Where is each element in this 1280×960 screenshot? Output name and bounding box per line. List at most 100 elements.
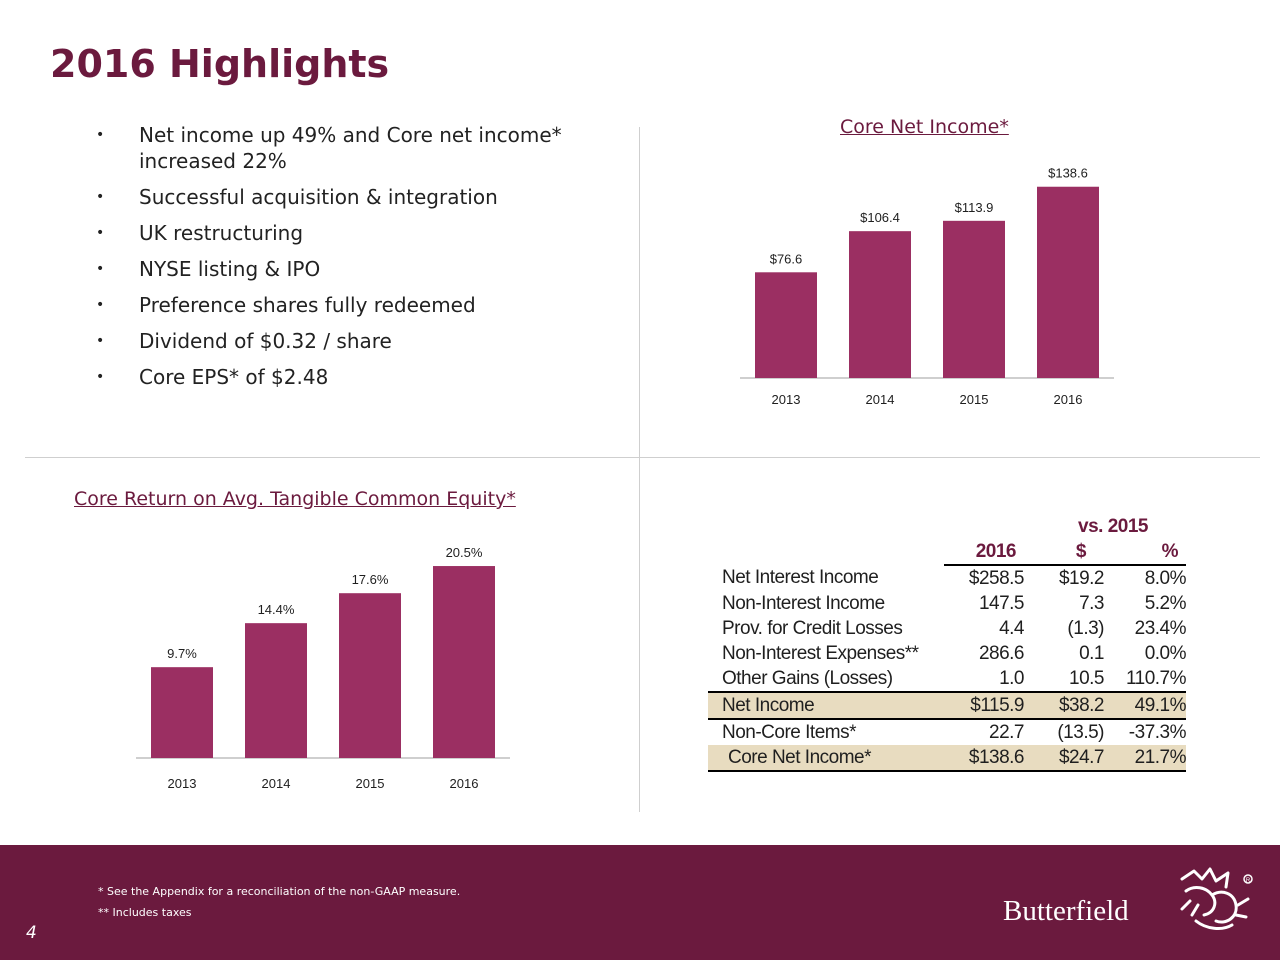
bullet-item: • Successful acquisition & integration [96, 184, 596, 210]
cell-2016: $138.6 [944, 745, 1025, 772]
bullet-marker: • [96, 127, 105, 143]
data-label-2014: $106.4 [860, 210, 900, 225]
cell-2016: 286.6 [978, 642, 1025, 664]
page-title: 2016 Highlights [50, 42, 390, 86]
bullet-marker: • [96, 369, 105, 385]
bar-2015 [339, 593, 401, 758]
col-header-dollar: $ [1024, 539, 1104, 566]
cell-2016: 22.7 [989, 721, 1024, 743]
data-label-2015: $113.9 [955, 200, 994, 215]
bullet-marker: • [96, 225, 105, 241]
core-net-income-chart-title: Core Net Income* [840, 116, 1009, 138]
data-label-2016: 20.5% [446, 545, 483, 560]
income-summary-table: vs. 2015 2016 $ % Net Interest Income $2… [708, 514, 1187, 772]
bar-2016 [433, 566, 495, 758]
bullet-marker: • [96, 297, 105, 313]
page-number: 4 [26, 923, 37, 943]
table-group-header-row: vs. 2015 [708, 514, 1186, 539]
bar-2013 [755, 272, 817, 378]
x-tick-label-2016: 2016 [450, 776, 479, 791]
row-label: Prov. for Credit Losses [722, 617, 903, 639]
bullet-text: Dividend of $0.32 / share [139, 329, 392, 353]
cell-change: 10.5 [1024, 666, 1105, 693]
cell-change: $19.2 [1058, 567, 1105, 589]
footnote-non-gaap: * See the Appendix for a reconciliation … [98, 885, 461, 898]
x-tick-label-2015: 2015 [356, 776, 385, 791]
footnote-taxes: ** Includes taxes [98, 906, 192, 919]
cell-percent: 49.1% [1104, 692, 1187, 720]
bullet-text: NYSE listing & IPO [139, 257, 321, 281]
bar-2013 [151, 667, 213, 758]
cell-change: 7.3 [1079, 592, 1104, 614]
x-tick-label-2013: 2013 [772, 392, 801, 407]
cell-percent: 5.2% [1144, 592, 1187, 614]
cell-change: $38.2 [1024, 692, 1105, 720]
data-label-2014: 14.4% [258, 602, 295, 617]
bullet-item: • NYSE listing & IPO [96, 256, 596, 282]
x-tick-label-2013: 2013 [168, 776, 197, 791]
footer-band: * See the Appendix for a reconciliation … [0, 845, 1280, 960]
data-label-2016: $138.6 [1048, 166, 1088, 181]
bullet-marker: • [96, 261, 105, 277]
row-label: Net Interest Income [722, 567, 879, 588]
table-row: Other Gains (Losses) 1.0 10.5 110.7% [708, 666, 1187, 693]
table-row: Net Interest Income $258.5 $19.2 8.0% [708, 565, 1187, 591]
x-tick-label-2015: 2015 [960, 392, 989, 407]
cell-change: $24.7 [1024, 745, 1105, 772]
bar-2014 [849, 231, 911, 378]
highlights-list: • Net income up 49% and Core net income* … [96, 122, 596, 400]
cell-2016: $115.9 [944, 692, 1025, 720]
cell-percent: 110.7% [1104, 666, 1187, 693]
x-tick-label-2014: 2014 [866, 392, 895, 407]
bullet-text: Net income up 49% and Core net income* i… [139, 123, 562, 173]
col-header-2016: 2016 [944, 539, 1024, 566]
core-roatce-chart-title: Core Return on Avg. Tangible Common Equi… [74, 488, 516, 510]
bullet-item: • Preference shares fully redeemed [96, 292, 596, 318]
row-label: Other Gains (Losses) [708, 666, 944, 693]
table-row: Prov. for Credit Losses 4.4 (1.3) 23.4% [708, 616, 1187, 641]
table-row: Non-Interest Income 147.5 7.3 5.2% [708, 591, 1187, 616]
cell-2016: 4.4 [999, 617, 1024, 639]
row-label: Core Net Income* [708, 745, 944, 772]
dragon-crest-icon: R [1180, 867, 1253, 930]
svg-text:R: R [1246, 878, 1251, 884]
vs-2015-header: vs. 2015 [1078, 515, 1148, 537]
bullet-marker: • [96, 333, 105, 349]
vertical-divider [639, 127, 640, 812]
bullet-item: • UK restructuring [96, 220, 596, 246]
bar-2016 [1037, 186, 1099, 378]
col-header-percent: % [1104, 539, 1186, 566]
bar-2015 [943, 220, 1005, 378]
table-row: Non-Interest Expenses** 286.6 0.1 0.0% [708, 641, 1187, 666]
bar-2014 [245, 623, 307, 758]
x-tick-label-2014: 2014 [262, 776, 291, 791]
bullet-item: • Core EPS* of $2.48 [96, 364, 596, 390]
cell-2016: 1.0 [944, 666, 1025, 693]
cell-change: 0.1 [1079, 642, 1104, 664]
table-row-highlight: Core Net Income* $138.6 $24.7 21.7% [708, 745, 1187, 772]
cell-percent: 0.0% [1144, 642, 1187, 664]
brand-wordmark: Butterfield [1003, 895, 1129, 927]
cell-percent: 23.4% [1134, 617, 1187, 639]
horizontal-divider [25, 457, 1260, 458]
data-label-2013: $76.6 [770, 251, 803, 266]
data-label-2015: 17.6% [352, 572, 389, 587]
row-label: Non-Interest Expenses** [722, 642, 919, 664]
bullet-text: Core EPS* of $2.48 [139, 365, 329, 389]
x-tick-label-2016: 2016 [1054, 392, 1083, 407]
cell-2016: $258.5 [968, 567, 1025, 589]
bullet-text: Preference shares fully redeemed [139, 293, 476, 317]
data-label-2013: 9.7% [167, 646, 197, 661]
cell-percent: 21.7% [1104, 745, 1187, 772]
bullet-item: • Net income up 49% and Core net income* … [96, 122, 596, 174]
cell-2016: 147.5 [978, 592, 1025, 614]
table-header-row: 2016 $ % [708, 539, 1186, 566]
cell-change: (13.5) [1057, 721, 1104, 743]
bullet-marker: • [96, 189, 105, 205]
bullet-text: UK restructuring [139, 221, 304, 245]
bullet-text: Successful acquisition & integration [139, 185, 498, 209]
row-label: Non-Core Items* [722, 721, 857, 743]
table-row-highlight: Net Income $115.9 $38.2 49.1% [708, 692, 1187, 720]
